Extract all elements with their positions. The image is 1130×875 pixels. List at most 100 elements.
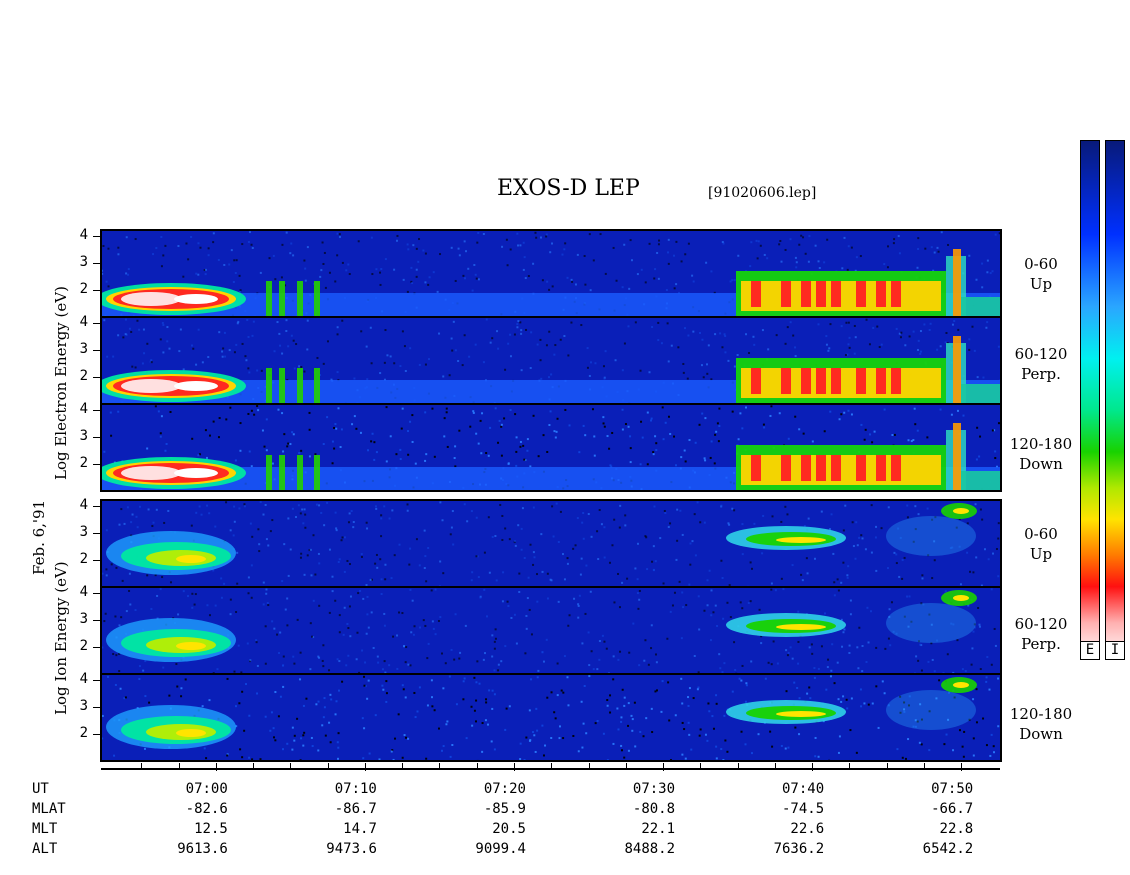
noise-speck [374, 505, 377, 508]
noise-speck [921, 574, 924, 577]
noise-speck [916, 348, 919, 351]
noise-speck [299, 512, 302, 515]
noise-speck [248, 450, 251, 453]
noise-speck [948, 691, 951, 694]
noise-speck [709, 456, 712, 459]
noise-speck [737, 438, 740, 441]
y-tick-label: 4 [79, 314, 88, 331]
noise-speck [439, 253, 442, 256]
noise-speck [562, 737, 565, 740]
noise-speck [957, 328, 960, 331]
noise-speck [603, 640, 606, 643]
noise-speck [582, 537, 585, 540]
noise-speck [384, 329, 387, 332]
noise-speck [250, 465, 253, 468]
noise-speck [681, 753, 684, 756]
noise-speck [938, 679, 941, 682]
y-tick-mark [93, 506, 101, 508]
noise-speck [276, 321, 279, 324]
noise-speck [246, 319, 249, 322]
noise-speck [542, 660, 545, 663]
noise-speck [182, 590, 185, 593]
noise-speck [953, 320, 956, 323]
noise-speck [157, 410, 160, 413]
x-row-value-mlt: 22.1 [641, 821, 676, 837]
noise-speck [623, 756, 626, 759]
noise-speck [680, 260, 683, 263]
noise-speck [191, 606, 194, 609]
noise-speck [589, 590, 592, 593]
noise-speck [517, 320, 520, 323]
noise-speck [328, 548, 331, 551]
noise-speck [349, 635, 352, 638]
noise-speck [588, 374, 591, 377]
noise-speck [146, 574, 149, 577]
noise-speck [488, 571, 491, 574]
noise-speck [426, 657, 429, 660]
noise-speck [315, 503, 318, 506]
noise-speck [293, 662, 296, 665]
noise-speck [316, 356, 319, 359]
noise-speck [707, 344, 710, 347]
noise-speck [680, 637, 683, 640]
noise-speck [655, 689, 658, 692]
noise-speck [887, 506, 890, 509]
noise-speck [337, 689, 340, 692]
noise-speck [955, 526, 958, 529]
noise-speck [714, 333, 717, 336]
noise-speck [648, 242, 651, 245]
noise-speck [807, 260, 810, 263]
noise-speck [836, 578, 839, 581]
noise-speck [149, 360, 152, 363]
x-tick-mark [439, 763, 441, 769]
noise-speck [600, 523, 603, 526]
noise-speck [451, 349, 454, 352]
noise-speck [644, 535, 647, 538]
noise-speck [383, 361, 386, 364]
noise-speck [255, 639, 258, 642]
noise-speck [890, 601, 893, 604]
date-label: Feb. 6,'91 [30, 499, 48, 575]
noise-speck [226, 754, 229, 757]
noise-speck [366, 527, 369, 530]
noise-speck [348, 563, 351, 566]
noise-speck [292, 339, 295, 342]
noise-speck [379, 372, 382, 375]
noise-speck [878, 346, 881, 349]
noise-speck [962, 755, 965, 758]
noise-speck [255, 641, 258, 644]
x-tick-mark [215, 763, 217, 771]
noise-speck [741, 427, 744, 430]
noise-speck [322, 665, 325, 668]
noise-speck [721, 346, 724, 349]
y-tick-mark [93, 593, 101, 595]
noise-speck [218, 417, 221, 420]
noise-speck [197, 454, 200, 457]
noise-speck [265, 592, 268, 595]
noise-speck [632, 622, 635, 625]
noise-speck [704, 733, 707, 736]
noise-speck [519, 742, 522, 745]
x-row-value-ut: 07:20 [483, 781, 526, 797]
noise-speck [675, 283, 678, 286]
noise-speck [510, 616, 513, 619]
noise-speck [229, 598, 232, 601]
noise-speck [297, 504, 300, 507]
noise-speck [366, 613, 369, 616]
noise-speck [716, 422, 719, 425]
noise-speck [975, 721, 978, 724]
noise-speck [384, 578, 387, 581]
noise-speck [609, 464, 612, 467]
noise-speck [576, 517, 579, 520]
noise-speck [439, 560, 442, 563]
noise-speck [628, 287, 631, 290]
noise-speck [880, 527, 883, 530]
noise-speck [958, 729, 961, 732]
noise-speck [168, 347, 171, 350]
noise-speck [101, 272, 104, 275]
noise-speck [407, 248, 410, 251]
noise-speck [244, 355, 247, 358]
noise-speck [993, 627, 996, 630]
noise-speck [184, 678, 187, 681]
noise-speck [358, 671, 361, 674]
